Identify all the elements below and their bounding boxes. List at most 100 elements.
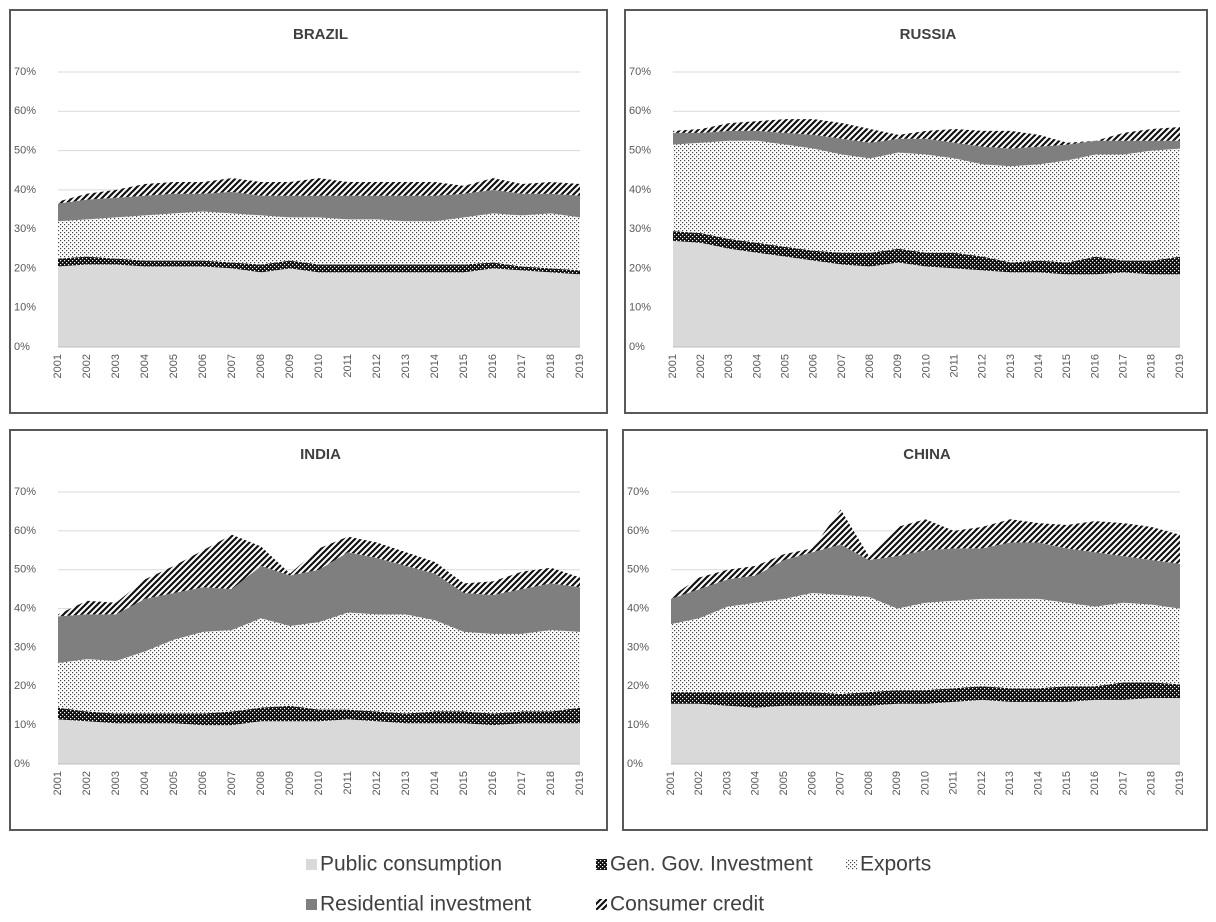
x-tick-label: 2015 bbox=[1061, 771, 1073, 795]
x-tick-label: 2015 bbox=[458, 771, 470, 795]
y-tick-label: 20% bbox=[14, 262, 36, 274]
x-tick-label: 2003 bbox=[721, 771, 733, 795]
x-tick-label: 2009 bbox=[892, 354, 904, 378]
x-tick-label: 2005 bbox=[168, 354, 180, 378]
x-tick-label: 2002 bbox=[81, 354, 93, 378]
x-tick-label: 2012 bbox=[371, 354, 383, 378]
y-tick-label: 70% bbox=[629, 66, 651, 78]
y-tick-label: 10% bbox=[627, 719, 649, 731]
x-tick-label: 2009 bbox=[284, 354, 296, 378]
x-tick-label: 2002 bbox=[693, 771, 705, 795]
x-tick-label: 2007 bbox=[226, 771, 238, 795]
x-tick-label: 2003 bbox=[110, 354, 122, 378]
area-segment bbox=[673, 240, 1180, 347]
y-tick-label: 30% bbox=[627, 641, 649, 653]
y-tick-label: 70% bbox=[14, 486, 36, 498]
y-tick-label: 70% bbox=[627, 486, 649, 498]
legend-swatch bbox=[306, 859, 317, 870]
x-tick-label: 2014 bbox=[429, 771, 441, 795]
y-tick-label: 30% bbox=[14, 641, 36, 653]
x-tick-label: 2001 bbox=[52, 354, 64, 378]
y-tick-label: 0% bbox=[14, 758, 30, 770]
legend-swatch bbox=[846, 859, 857, 870]
y-tick-label: 10% bbox=[629, 302, 651, 314]
x-tick-label: 2018 bbox=[545, 354, 557, 378]
panel-border bbox=[624, 9, 1208, 414]
x-tick-label: 2013 bbox=[400, 354, 412, 378]
y-tick-label: 60% bbox=[14, 105, 36, 117]
x-tick-label: 2014 bbox=[1033, 771, 1045, 795]
x-tick-label: 2016 bbox=[487, 354, 499, 378]
x-tick-label: 2015 bbox=[1061, 354, 1073, 378]
x-tick-label: 2005 bbox=[780, 354, 792, 378]
x-tick-label: 2018 bbox=[1146, 771, 1158, 795]
y-tick-label: 60% bbox=[629, 105, 651, 117]
x-tick-label: 2007 bbox=[836, 354, 848, 378]
area-segment bbox=[673, 140, 1180, 263]
chart-title: RUSSIA bbox=[900, 26, 957, 43]
x-tick-label: 2007 bbox=[835, 771, 847, 795]
y-tick-label: 10% bbox=[14, 719, 36, 731]
x-tick-label: 2010 bbox=[313, 354, 325, 378]
x-tick-label: 2017 bbox=[1117, 771, 1129, 795]
x-tick-label: 2008 bbox=[864, 354, 876, 378]
x-tick-label: 2006 bbox=[197, 354, 209, 378]
x-tick-label: 2005 bbox=[778, 771, 790, 795]
legend-label: Exports bbox=[860, 853, 931, 876]
legend-swatch bbox=[596, 859, 607, 870]
area-segment bbox=[58, 552, 580, 663]
x-tick-label: 2009 bbox=[284, 771, 296, 795]
x-tick-label: 2016 bbox=[487, 771, 499, 795]
chart-title: BRAZIL bbox=[293, 26, 348, 43]
y-tick-label: 20% bbox=[14, 680, 36, 692]
x-tick-label: 2008 bbox=[255, 771, 267, 795]
x-tick-label: 2002 bbox=[695, 354, 707, 378]
x-tick-label: 2009 bbox=[891, 771, 903, 795]
legend-swatch bbox=[596, 899, 607, 910]
x-tick-label: 2013 bbox=[1005, 354, 1017, 378]
legend-label: Public consumption bbox=[320, 853, 502, 876]
y-tick-label: 10% bbox=[14, 302, 36, 314]
area-segment bbox=[671, 509, 1180, 599]
legend-label: Gen. Gov. Investment bbox=[610, 853, 813, 876]
y-tick-label: 20% bbox=[629, 262, 651, 274]
x-tick-label: 2013 bbox=[1004, 771, 1016, 795]
x-tick-label: 2015 bbox=[458, 354, 470, 378]
area-segment bbox=[58, 211, 580, 271]
x-tick-label: 2012 bbox=[976, 771, 988, 795]
x-tick-label: 2001 bbox=[665, 771, 677, 795]
y-tick-label: 20% bbox=[627, 680, 649, 692]
chart-title: INDIA bbox=[300, 446, 341, 463]
x-tick-label: 2005 bbox=[168, 771, 180, 795]
x-tick-label: 2016 bbox=[1089, 354, 1101, 378]
x-tick-label: 2019 bbox=[1174, 771, 1186, 795]
y-tick-label: 50% bbox=[14, 564, 36, 576]
x-tick-label: 2011 bbox=[949, 354, 961, 378]
legend-label: Residential investment bbox=[320, 893, 531, 916]
y-tick-label: 0% bbox=[14, 341, 30, 353]
x-tick-label: 2011 bbox=[342, 771, 354, 795]
x-tick-label: 2019 bbox=[1174, 354, 1186, 378]
x-tick-label: 2014 bbox=[429, 354, 441, 378]
y-tick-label: 40% bbox=[14, 602, 36, 614]
x-tick-label: 2004 bbox=[751, 354, 763, 378]
x-tick-label: 2013 bbox=[400, 771, 412, 795]
y-tick-label: 30% bbox=[629, 223, 651, 235]
y-tick-label: 60% bbox=[14, 525, 36, 537]
y-tick-label: 70% bbox=[14, 66, 36, 78]
y-tick-label: 30% bbox=[14, 223, 36, 235]
x-tick-label: 2002 bbox=[81, 771, 93, 795]
x-tick-label: 2011 bbox=[342, 354, 354, 378]
panel-border bbox=[9, 9, 608, 414]
x-tick-label: 2008 bbox=[255, 354, 267, 378]
y-tick-label: 50% bbox=[627, 564, 649, 576]
x-tick-label: 2001 bbox=[52, 771, 64, 795]
panel-border bbox=[622, 429, 1208, 831]
y-tick-label: 50% bbox=[14, 144, 36, 156]
y-tick-label: 40% bbox=[14, 184, 36, 196]
x-tick-label: 2019 bbox=[574, 354, 586, 378]
area-segment bbox=[671, 593, 1180, 695]
x-tick-label: 2004 bbox=[750, 771, 762, 795]
area-segment bbox=[673, 119, 1180, 149]
x-tick-label: 2014 bbox=[1033, 354, 1045, 378]
